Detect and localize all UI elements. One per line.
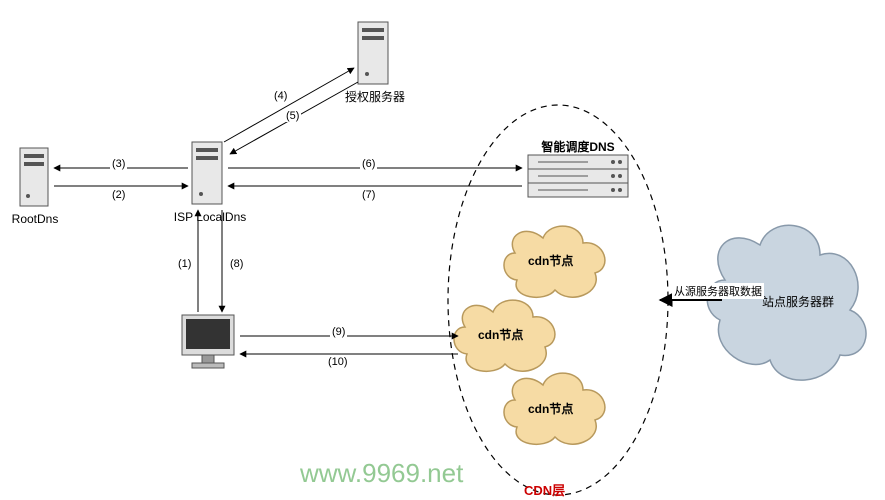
edge-6-label: (6) bbox=[360, 158, 377, 170]
cdn-boundary-label: CDN层 bbox=[524, 480, 565, 499]
edge-4-label: (4) bbox=[272, 90, 289, 102]
edge-9-label: (9) bbox=[330, 326, 347, 338]
cdn2-label: cdn节点 bbox=[478, 326, 523, 343]
ispdns-label: ISP LocalDns bbox=[170, 210, 250, 224]
cdn3-label: cdn节点 bbox=[528, 400, 573, 417]
edge-8-label: (8) bbox=[228, 258, 245, 270]
auth-server-icon bbox=[358, 22, 388, 84]
origin-label: 站点服务器群 bbox=[758, 293, 838, 310]
diagram-canvas bbox=[0, 0, 885, 500]
edge-1-label: (1) bbox=[176, 258, 193, 270]
edge-5-label: (5) bbox=[284, 110, 301, 122]
rootdns-label: RootDns bbox=[10, 212, 60, 226]
edge-4 bbox=[224, 68, 354, 142]
client-monitor-icon bbox=[182, 315, 234, 368]
edge-10-label: (10) bbox=[326, 356, 350, 368]
cdn1-label: cdn节点 bbox=[528, 252, 573, 269]
ispdns-server-icon bbox=[192, 142, 222, 204]
smartdns-rack-icon bbox=[528, 155, 628, 197]
edge-2-label: (2) bbox=[110, 189, 127, 201]
edge-3-label: (3) bbox=[110, 158, 127, 170]
auth-label: 授权服务器 bbox=[340, 88, 410, 105]
edge-7-label: (7) bbox=[360, 189, 377, 201]
rootdns-server-icon bbox=[20, 148, 48, 206]
edge-origin-label: 从源服务器取数据 bbox=[672, 283, 764, 299]
smartdns-label: 智能调度DNS bbox=[528, 138, 628, 155]
watermark-text: www.9969.net bbox=[300, 458, 463, 489]
